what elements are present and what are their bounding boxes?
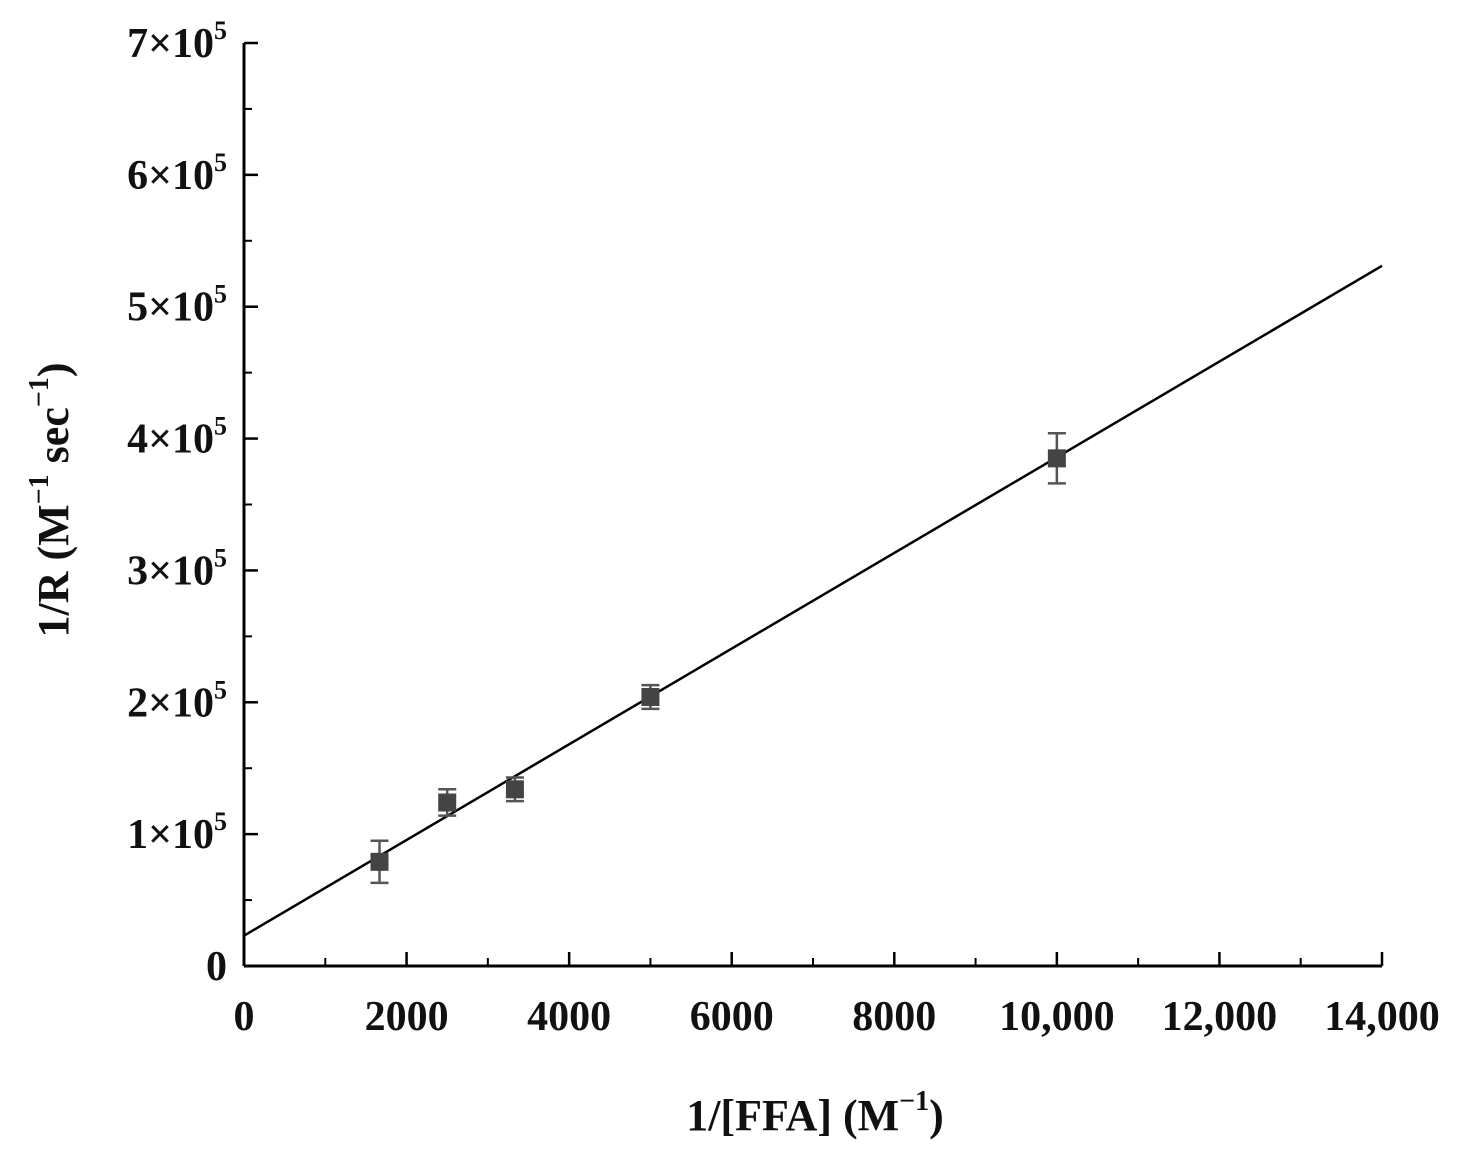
y-tick-label-base: 4×10 xyxy=(127,417,214,463)
x-tick-label: 10,000 xyxy=(999,994,1115,1040)
y-tick-label: 6×105 xyxy=(127,148,227,199)
square-marker xyxy=(370,852,389,871)
tick-marks xyxy=(242,41,1384,968)
y-tick-label: 1×105 xyxy=(127,807,227,858)
fit-line xyxy=(243,264,1383,937)
square-marker xyxy=(438,793,457,812)
y-tick-label: 2×105 xyxy=(127,675,227,726)
fit-line-group xyxy=(243,264,1383,937)
x-tick-label: 8000 xyxy=(852,994,936,1040)
y-tick-label-exp: 5 xyxy=(214,675,227,704)
y-axis-title-tail: ) xyxy=(29,363,78,378)
y-tick-label-exp: 5 xyxy=(214,543,227,572)
y-axis-title: 1/R (M−1 sec−1) xyxy=(24,363,78,638)
axes xyxy=(242,43,1382,968)
x-axis-title-sup: −1 xyxy=(899,1086,929,1117)
x-tick-label: 2000 xyxy=(365,994,449,1040)
x-axis-title: 1/[FFA] (M−1) xyxy=(686,1086,944,1140)
y-axis-title-mid: sec xyxy=(29,407,78,474)
data-point xyxy=(370,839,389,885)
x-tick-labels: 0 2000 4000 6000 8000 10,000 12,000 14,000 xyxy=(234,994,1440,1040)
x-axis-title-tail: ) xyxy=(929,1091,944,1140)
x-tick-label: 4000 xyxy=(527,994,611,1040)
y-axis-title-sup1: −1 xyxy=(24,474,55,504)
y-tick-label-base: 6×10 xyxy=(127,153,214,199)
data-point xyxy=(505,776,524,803)
y-tick-label-exp: 5 xyxy=(214,412,227,441)
x-tick-label: 0 xyxy=(234,994,255,1040)
y-tick-label-exp: 5 xyxy=(214,16,227,45)
square-marker xyxy=(1047,449,1066,468)
x-axis-title-main: 1/[FFA] (M xyxy=(686,1091,899,1140)
x-tick-label: 6000 xyxy=(690,994,774,1040)
y-axis-title-sup2: −1 xyxy=(24,377,55,407)
y-tick-label: 0 xyxy=(206,944,227,990)
y-tick-label: 7×105 xyxy=(127,16,227,67)
square-marker xyxy=(641,688,660,707)
y-axis-title-main: 1/R (M xyxy=(29,504,78,637)
y-tick-label-base: 7×10 xyxy=(127,21,214,67)
y-tick-label-exp: 5 xyxy=(214,280,227,309)
y-tick-label-base: 3×10 xyxy=(127,548,214,594)
y-tick-label-base: 2×10 xyxy=(127,680,214,726)
data-point xyxy=(641,683,660,711)
square-marker xyxy=(505,780,524,799)
data-point xyxy=(438,788,457,817)
y-tick-label-base: 1×10 xyxy=(127,812,214,858)
y-tick-label: 5×105 xyxy=(127,280,227,331)
y-tick-label-base: 0 xyxy=(206,944,227,990)
x-tick-label: 12,000 xyxy=(1162,994,1278,1040)
y-tick-label-exp: 5 xyxy=(214,807,227,836)
data-point xyxy=(1047,432,1066,485)
y-tick-label-exp: 5 xyxy=(214,148,227,177)
x-tick-label: 14,000 xyxy=(1324,994,1440,1040)
y-tick-label: 4×105 xyxy=(127,412,227,463)
y-tick-label: 3×105 xyxy=(127,543,227,594)
y-tick-label-base: 5×10 xyxy=(127,285,214,331)
data-points xyxy=(370,432,1066,885)
